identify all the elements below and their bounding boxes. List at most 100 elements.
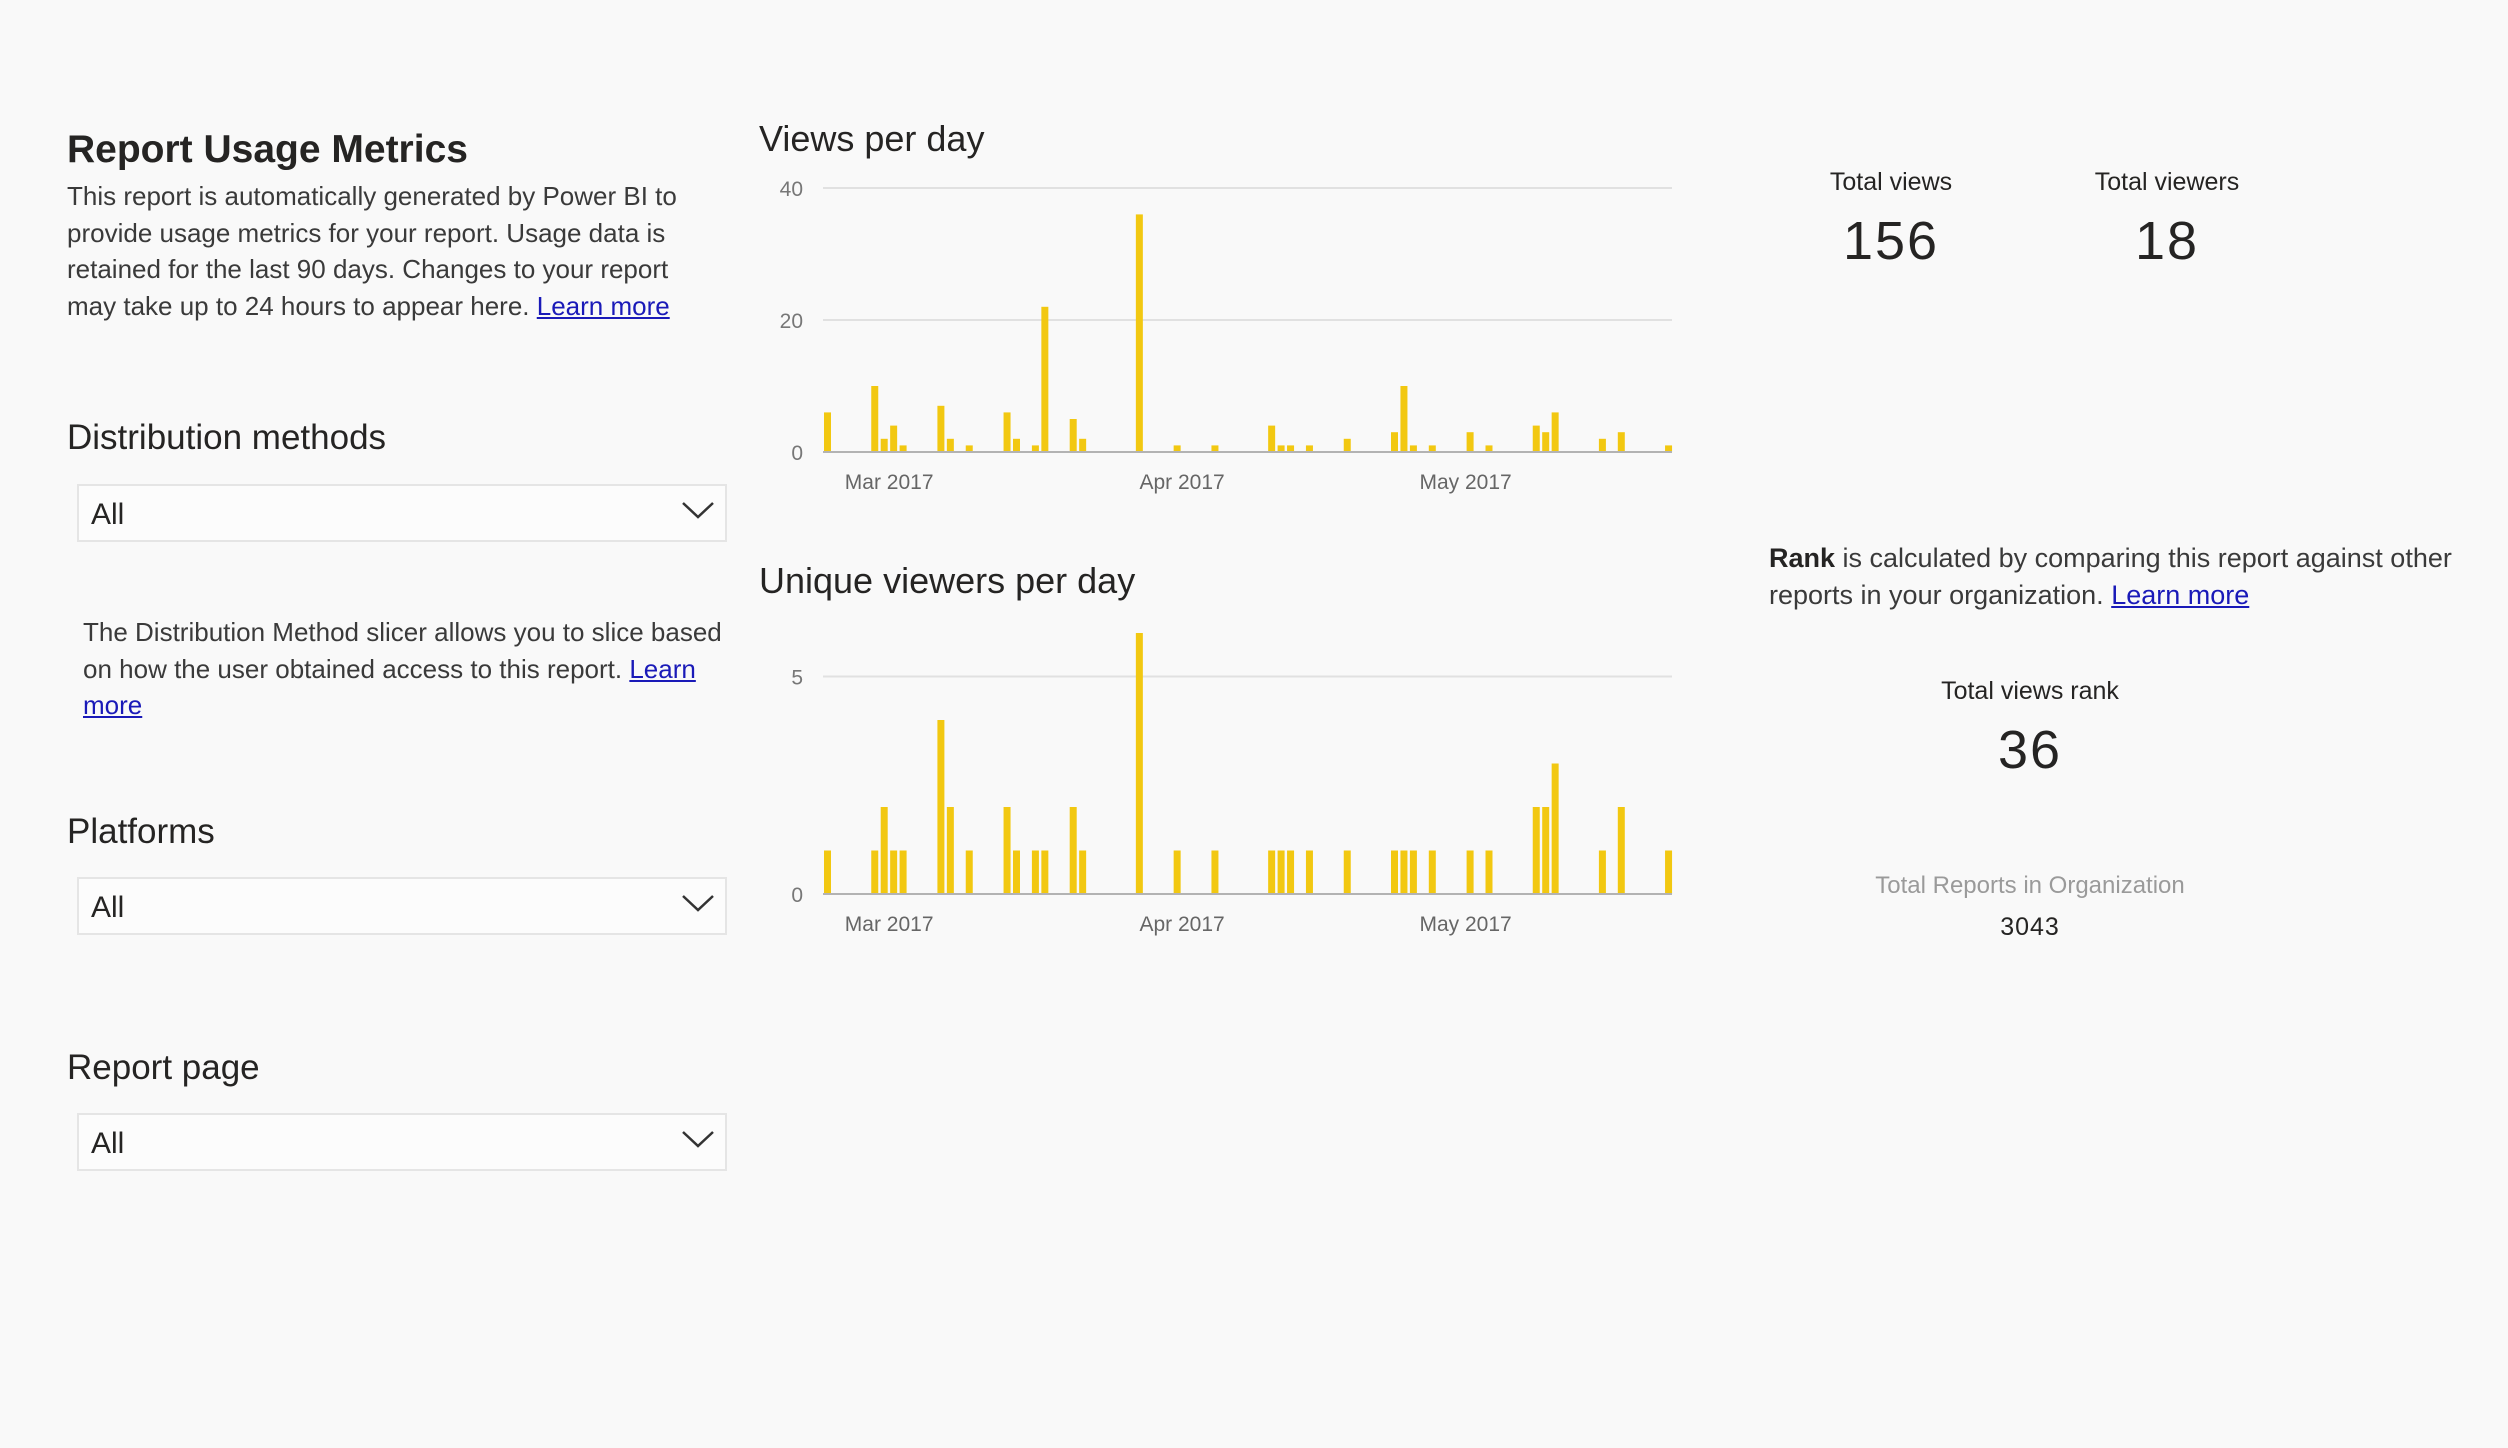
views-bar[interactable] xyxy=(1400,386,1408,452)
total-views-rank-label: Total views rank xyxy=(1941,677,2119,705)
viewers-bar[interactable] xyxy=(965,850,973,895)
viewers-bar[interactable] xyxy=(1287,850,1295,895)
views-bar[interactable] xyxy=(1079,438,1087,452)
views-bar[interactable] xyxy=(899,445,907,452)
views-bar[interactable] xyxy=(1598,438,1606,452)
views-bar[interactable] xyxy=(1305,445,1313,452)
report-page-value: All xyxy=(91,1127,125,1160)
views-bar[interactable] xyxy=(880,438,888,452)
x-tick-label: Mar 2017 xyxy=(845,471,934,494)
views-bar[interactable] xyxy=(1428,445,1436,452)
y-tick-label: 40 xyxy=(780,178,803,201)
rank-text: is calculated by comparing this report a… xyxy=(1769,543,2452,610)
views-bar[interactable] xyxy=(1268,425,1276,452)
viewers-bar[interactable] xyxy=(1598,850,1606,895)
y-tick-label: 5 xyxy=(791,667,803,690)
viewers-bar[interactable] xyxy=(890,850,898,895)
distribution-methods-label: Distribution methods xyxy=(67,418,387,457)
viewers-bar[interactable] xyxy=(1343,850,1351,895)
views-bar[interactable] xyxy=(1466,432,1474,452)
viewers-bar[interactable] xyxy=(1013,850,1020,895)
platforms-label: Platforms xyxy=(67,812,215,851)
total-reports-label: Total Reports in Organization xyxy=(1875,872,2185,899)
distribution-methods-slicer[interactable]: All xyxy=(77,484,727,542)
rank-learn-more-link[interactable]: Learn more xyxy=(2111,580,2250,610)
viewers-bar[interactable] xyxy=(1409,850,1417,895)
views-bar[interactable] xyxy=(1532,425,1540,452)
views-bar[interactable] xyxy=(1041,306,1049,452)
views-bar[interactable] xyxy=(1069,419,1077,452)
viewers-bar[interactable] xyxy=(1079,850,1087,895)
viewers-bar[interactable] xyxy=(1135,633,1143,894)
viewers-bar[interactable] xyxy=(1041,850,1049,895)
views-bar[interactable] xyxy=(1031,445,1039,452)
views-bar[interactable] xyxy=(890,425,898,452)
x-tick-label: May 2017 xyxy=(1419,471,1511,494)
views-per-day-chart: 0 20 40 Mar 2017 Apr 2017 May 2017 xyxy=(780,178,1673,494)
viewers-bar[interactable] xyxy=(1665,850,1673,895)
views-bar[interactable] xyxy=(1013,438,1020,452)
viewers-bar[interactable] xyxy=(1173,850,1181,895)
views-bar[interactable] xyxy=(1003,412,1011,452)
viewers-bar[interactable] xyxy=(1305,850,1313,895)
views-bar[interactable] xyxy=(871,386,879,452)
viewers-bar[interactable] xyxy=(1400,850,1408,895)
viewers-bar[interactable] xyxy=(1268,850,1276,895)
viewers-bar[interactable] xyxy=(1003,807,1011,894)
chevron-down-icon[interactable] xyxy=(681,500,715,520)
views-bar[interactable] xyxy=(1135,214,1143,452)
learn-more-link[interactable]: Learn more xyxy=(536,290,670,321)
viewers-bar[interactable] xyxy=(1466,850,1474,895)
report-title: Report Usage Metrics xyxy=(67,128,468,171)
distribution-learn-more-link[interactable]: Learn more xyxy=(83,653,696,721)
viewers-bar[interactable] xyxy=(880,807,888,894)
x-tick-label: May 2017 xyxy=(1419,913,1511,936)
views-bar[interactable] xyxy=(1277,445,1285,452)
viewers-chart-title: Unique viewers per day xyxy=(759,560,1136,601)
viewers-bar[interactable] xyxy=(824,850,831,895)
views-bar[interactable] xyxy=(1542,432,1550,452)
report-page-label: Report page xyxy=(67,1048,260,1087)
viewers-bar[interactable] xyxy=(899,850,907,895)
views-bar[interactable] xyxy=(1211,445,1219,452)
total-views-value: 156 xyxy=(1842,211,1940,271)
viewers-bar[interactable] xyxy=(1069,807,1077,894)
viewers-bar[interactable] xyxy=(1031,850,1039,895)
total-reports-value: 3043 xyxy=(2000,913,2060,941)
viewers-bar[interactable] xyxy=(1211,850,1219,895)
chevron-down-icon[interactable] xyxy=(681,1129,715,1149)
x-tick-label: Mar 2017 xyxy=(845,913,934,936)
views-bar[interactable] xyxy=(1551,412,1559,452)
chevron-down-icon[interactable] xyxy=(681,893,715,913)
views-bar[interactable] xyxy=(1485,445,1493,452)
viewers-bar[interactable] xyxy=(1551,763,1559,895)
viewers-bar[interactable] xyxy=(1532,807,1540,894)
unique-viewers-per-day-chart: 0 5 Mar 2017 Apr 2017 May 2017 xyxy=(791,633,1673,936)
viewers-bar[interactable] xyxy=(1277,850,1285,895)
distribution-methods-value: All xyxy=(91,498,125,531)
viewers-bar[interactable] xyxy=(1542,807,1550,894)
views-bar[interactable] xyxy=(965,445,973,452)
viewers-bar[interactable] xyxy=(946,807,954,894)
views-bar[interactable] xyxy=(937,405,945,452)
viewers-bar[interactable] xyxy=(871,850,879,895)
views-bar[interactable] xyxy=(1665,445,1673,452)
total-views-rank-value: 36 xyxy=(1997,720,2063,780)
viewers-bar[interactable] xyxy=(1485,850,1493,895)
platforms-slicer[interactable]: All xyxy=(77,877,727,935)
views-bar[interactable] xyxy=(1173,445,1181,452)
viewers-bar[interactable] xyxy=(1391,850,1398,895)
views-bar[interactable] xyxy=(1391,432,1398,452)
views-bar[interactable] xyxy=(1343,438,1351,452)
viewers-bar[interactable] xyxy=(937,720,945,894)
views-bar[interactable] xyxy=(1287,445,1295,452)
viewers-bar[interactable] xyxy=(1428,850,1436,895)
report-page-slicer[interactable]: All xyxy=(77,1113,727,1171)
y-tick-label: 20 xyxy=(780,310,803,333)
views-bar[interactable] xyxy=(1617,432,1625,452)
rank-bold: Rank xyxy=(1769,543,1836,573)
views-bar[interactable] xyxy=(946,438,954,452)
views-bar[interactable] xyxy=(1409,445,1417,452)
viewers-bar[interactable] xyxy=(1617,807,1625,894)
views-bar[interactable] xyxy=(824,412,831,452)
